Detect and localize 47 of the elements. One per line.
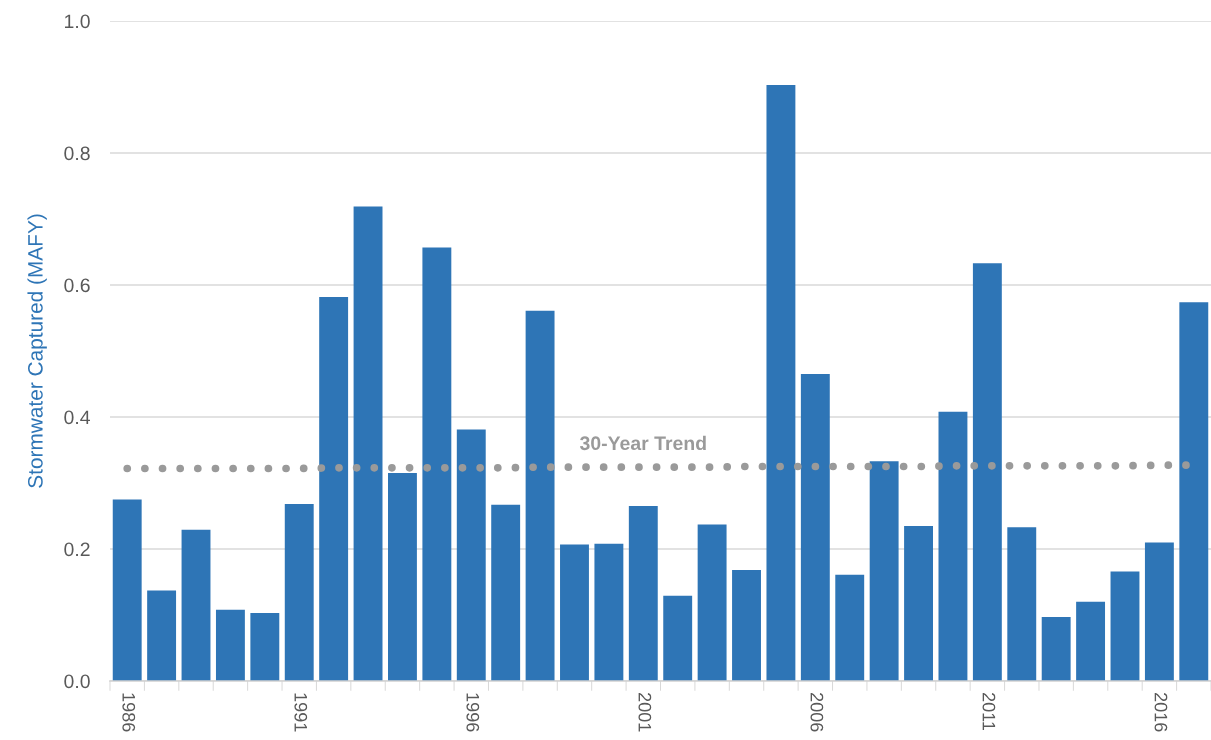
x-tick-label: 1991 [294, 693, 308, 732]
bar [525, 310, 555, 681]
x-tick-label: 2016 [1154, 693, 1168, 732]
bar [835, 574, 865, 681]
y-tick-label: 0.4 [64, 410, 90, 425]
bar [766, 85, 796, 681]
bar [250, 613, 280, 681]
x-tick-label: 2001 [638, 693, 652, 732]
bar [1110, 571, 1140, 681]
bar [181, 529, 211, 681]
y-tick-label: 0.2 [64, 542, 90, 557]
bar [663, 595, 693, 681]
bar [697, 524, 727, 681]
bar [938, 411, 968, 681]
x-tick-label: 2011 [982, 693, 996, 731]
bar [491, 504, 521, 681]
bar [1007, 527, 1037, 681]
bar [284, 504, 314, 681]
bar [319, 296, 349, 681]
y-tick-label: 1.0 [65, 14, 90, 29]
bar [422, 247, 452, 681]
bar [560, 544, 589, 681]
bar [215, 609, 245, 681]
bar [1076, 601, 1106, 681]
bar [732, 570, 761, 681]
bar [904, 525, 933, 681]
x-tick-label: 2006 [810, 693, 824, 732]
y-axis-title: Stormwater Captured (MAFY) [27, 214, 47, 488]
y-tick-label: 0.0 [64, 674, 90, 689]
x-tick-label: 1986 [122, 693, 136, 732]
bar [869, 461, 899, 681]
bar [972, 263, 1002, 681]
x-tick-label: 1996 [466, 693, 480, 732]
bar [112, 499, 142, 681]
bar [594, 543, 624, 681]
bar [147, 590, 177, 681]
bar [388, 473, 417, 681]
bar [1041, 616, 1071, 681]
bar [1144, 542, 1174, 681]
y-tick-label: 0.8 [64, 146, 90, 161]
y-tick-label: 0.6 [64, 278, 90, 293]
series-label: 30-Year Trend [579, 435, 706, 451]
bar [628, 506, 658, 681]
bar [456, 429, 486, 681]
bar [353, 206, 383, 681]
bar [1179, 302, 1209, 681]
bar [800, 374, 830, 681]
